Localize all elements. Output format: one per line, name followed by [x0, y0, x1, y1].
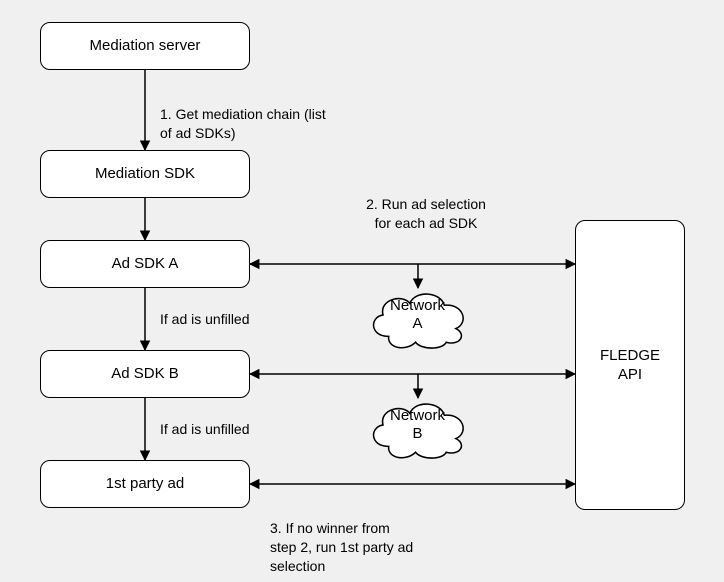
- cloud-network-a: Network A: [360, 280, 475, 350]
- label-step-2: 2. Run ad selection for each ad SDK: [336, 176, 516, 233]
- node-label: Mediation SDK: [95, 164, 195, 184]
- node-mediation-sdk: Mediation SDK: [40, 150, 250, 198]
- node-label: Ad SDK B: [111, 364, 179, 384]
- node-label: Mediation server: [90, 36, 201, 56]
- node-mediation-server: Mediation server: [40, 22, 250, 70]
- cloud-network-b: Network B: [360, 390, 475, 460]
- cloud-label: Network B: [390, 407, 445, 443]
- node-ad-sdk-a: Ad SDK A: [40, 240, 250, 288]
- label-text: 3. If no winner from step 2, run 1st par…: [270, 520, 413, 574]
- label-unfilled-2: If ad is unfilled: [160, 420, 310, 439]
- label-unfilled-1: If ad is unfilled: [160, 310, 310, 329]
- node-fledge-api: FLEDGE API: [575, 220, 685, 510]
- label-text: If ad is unfilled: [160, 421, 250, 437]
- label-text: 1. Get mediation chain (list of ad SDKs): [160, 106, 326, 141]
- node-label: Ad SDK A: [112, 254, 179, 274]
- label-step-3: 3. If no winner from step 2, run 1st par…: [270, 500, 470, 576]
- label-step-1: 1. Get mediation chain (list of ad SDKs): [160, 86, 370, 143]
- cloud-label: Network A: [390, 297, 445, 333]
- node-first-party-ad: 1st party ad: [40, 460, 250, 508]
- flowchart-diagram: Mediation server Mediation SDK Ad SDK A …: [0, 0, 724, 582]
- node-ad-sdk-b: Ad SDK B: [40, 350, 250, 398]
- node-label: 1st party ad: [106, 474, 184, 494]
- label-text: If ad is unfilled: [160, 311, 250, 327]
- node-label: FLEDGE API: [600, 346, 660, 385]
- label-text: 2. Run ad selection for each ad SDK: [366, 196, 486, 231]
